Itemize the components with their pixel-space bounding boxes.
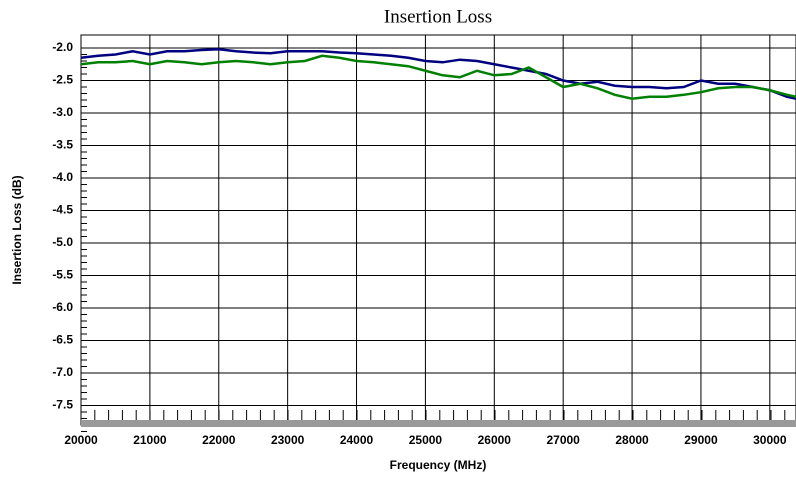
y-tick-label: -3.5 bbox=[52, 138, 73, 152]
y-tick-label: -2.0 bbox=[52, 40, 73, 54]
plot-area bbox=[80, 34, 796, 426]
x-tick-label: 27000 bbox=[546, 433, 580, 447]
y-tick-label: -5.5 bbox=[52, 268, 73, 282]
y-tick-label: -3.0 bbox=[52, 105, 73, 119]
y-tick-label: -6.5 bbox=[52, 333, 73, 347]
x-tick-label: 28000 bbox=[615, 433, 649, 447]
x-scroll-bar bbox=[81, 420, 796, 427]
x-tick-label: 21000 bbox=[133, 433, 167, 447]
chart-title: Insertion Loss bbox=[384, 6, 492, 27]
y-tick-label: -7.0 bbox=[52, 365, 73, 379]
y-tick-label: -7.5 bbox=[52, 398, 73, 412]
line-series bbox=[80, 54, 796, 100]
y-tick-label: -6.0 bbox=[52, 300, 73, 314]
x-tick-label: 22000 bbox=[202, 433, 236, 447]
x-tick-label: 30000 bbox=[753, 433, 787, 447]
x-tick-label: 24000 bbox=[340, 433, 374, 447]
y-tick-label: -4.0 bbox=[52, 170, 73, 184]
y-tick-label: -4.5 bbox=[52, 203, 73, 217]
y-tick-label: -5.0 bbox=[52, 235, 73, 249]
x-tick-label: 20000 bbox=[64, 433, 98, 447]
y-axis-label: Insertion Loss (dB) bbox=[10, 175, 24, 284]
x-tick-label: 29000 bbox=[684, 433, 718, 447]
line-series bbox=[80, 48, 796, 100]
x-axis-label: Frequency (MHz) bbox=[390, 458, 487, 472]
y-tick-label: -2.5 bbox=[52, 73, 73, 87]
x-tick-label: 23000 bbox=[271, 433, 305, 447]
x-tick-label: 25000 bbox=[409, 433, 443, 447]
x-tick-label: 26000 bbox=[478, 433, 512, 447]
